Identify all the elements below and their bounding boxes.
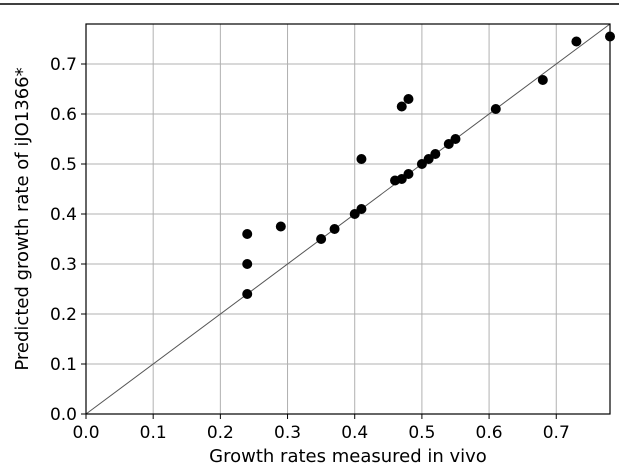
y-tick-label: 0.2 xyxy=(50,305,77,325)
data-point xyxy=(275,221,286,232)
x-axis-label: Growth rates measured in vivo xyxy=(209,446,487,467)
y-tick-label: 0.4 xyxy=(50,205,77,225)
y-tick-label: 0.7 xyxy=(50,55,77,75)
data-point xyxy=(396,101,407,112)
data-point xyxy=(537,75,548,85)
data-point xyxy=(403,94,414,104)
data-point xyxy=(490,104,501,114)
data-point xyxy=(329,224,340,234)
data-point xyxy=(403,169,414,179)
x-tick-label: 0.2 xyxy=(207,423,234,443)
y-tick-label: 0.5 xyxy=(50,155,77,175)
identity-line xyxy=(85,23,611,415)
y-axis-label: Predicted growth rate of iJO1366* xyxy=(12,67,33,370)
y-tick-label: 0.1 xyxy=(50,355,77,375)
data-point xyxy=(571,36,582,47)
data-point xyxy=(242,229,253,239)
x-tick-labels: 0.0 0.1 0.2 0.3 0.4 0.5 0.6 0.7 xyxy=(72,414,570,443)
x-tick-label: 0.7 xyxy=(543,423,570,443)
data-point xyxy=(242,259,253,269)
data-point xyxy=(356,204,367,214)
data-point xyxy=(316,234,327,244)
data-point xyxy=(356,154,367,164)
data-point xyxy=(450,134,461,144)
x-tick-label: 0.1 xyxy=(140,423,167,443)
x-tick-label: 0.0 xyxy=(72,423,99,443)
y-tick-label: 0.6 xyxy=(50,105,77,125)
y-tick-labels: 0.0 0.1 0.2 0.3 0.4 0.5 0.6 0.7 xyxy=(50,55,86,425)
data-point xyxy=(242,289,253,299)
y-tick-label: 0.3 xyxy=(50,255,77,275)
data-points xyxy=(242,31,615,299)
x-tick-label: 0.6 xyxy=(476,423,503,443)
y-tick-label: 0.0 xyxy=(50,405,77,425)
x-tick-label: 0.5 xyxy=(408,423,435,443)
data-point xyxy=(430,149,441,159)
plot-frame xyxy=(85,23,611,415)
x-tick-label: 0.3 xyxy=(274,423,301,443)
x-tick-label: 0.4 xyxy=(341,423,368,443)
